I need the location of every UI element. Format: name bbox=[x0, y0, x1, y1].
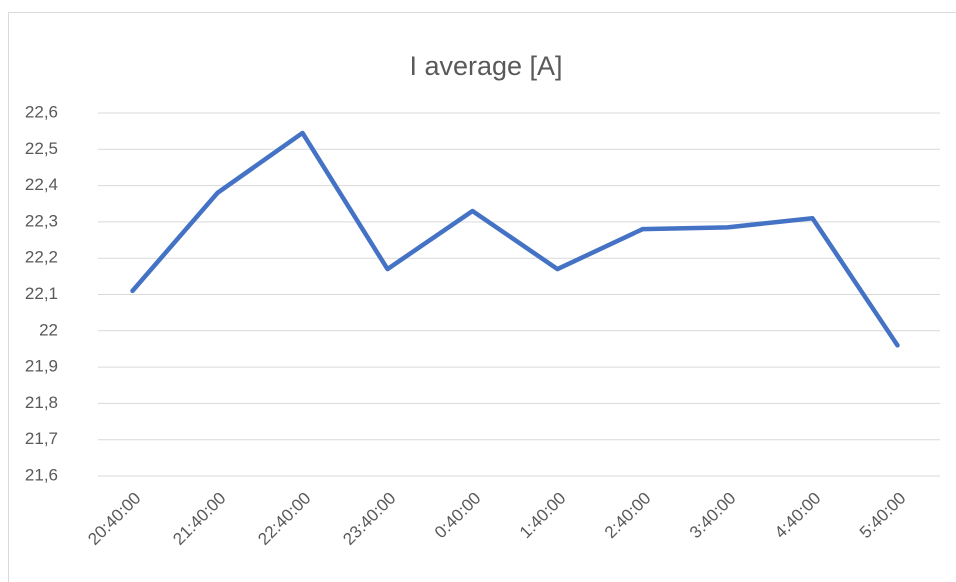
y-tick-label: 22 bbox=[39, 320, 58, 339]
chart-title: I average [A] bbox=[409, 51, 562, 81]
y-tick-label: 22,3 bbox=[25, 211, 58, 230]
y-tick-label: 22,1 bbox=[25, 284, 58, 303]
data-line bbox=[130, 130, 900, 348]
y-tick-label: 21,7 bbox=[25, 429, 58, 448]
y-tick-label: 22,2 bbox=[25, 248, 58, 267]
y-tick-label: 21,6 bbox=[25, 465, 58, 484]
y-tick-label: 21,8 bbox=[25, 393, 58, 412]
y-tick-label: 22,4 bbox=[25, 175, 58, 194]
chart-border bbox=[8, 12, 956, 582]
y-tick-label: 22,6 bbox=[25, 102, 58, 121]
y-tick-label: 22,5 bbox=[25, 139, 58, 158]
y-tick-label: 21,9 bbox=[25, 357, 58, 376]
